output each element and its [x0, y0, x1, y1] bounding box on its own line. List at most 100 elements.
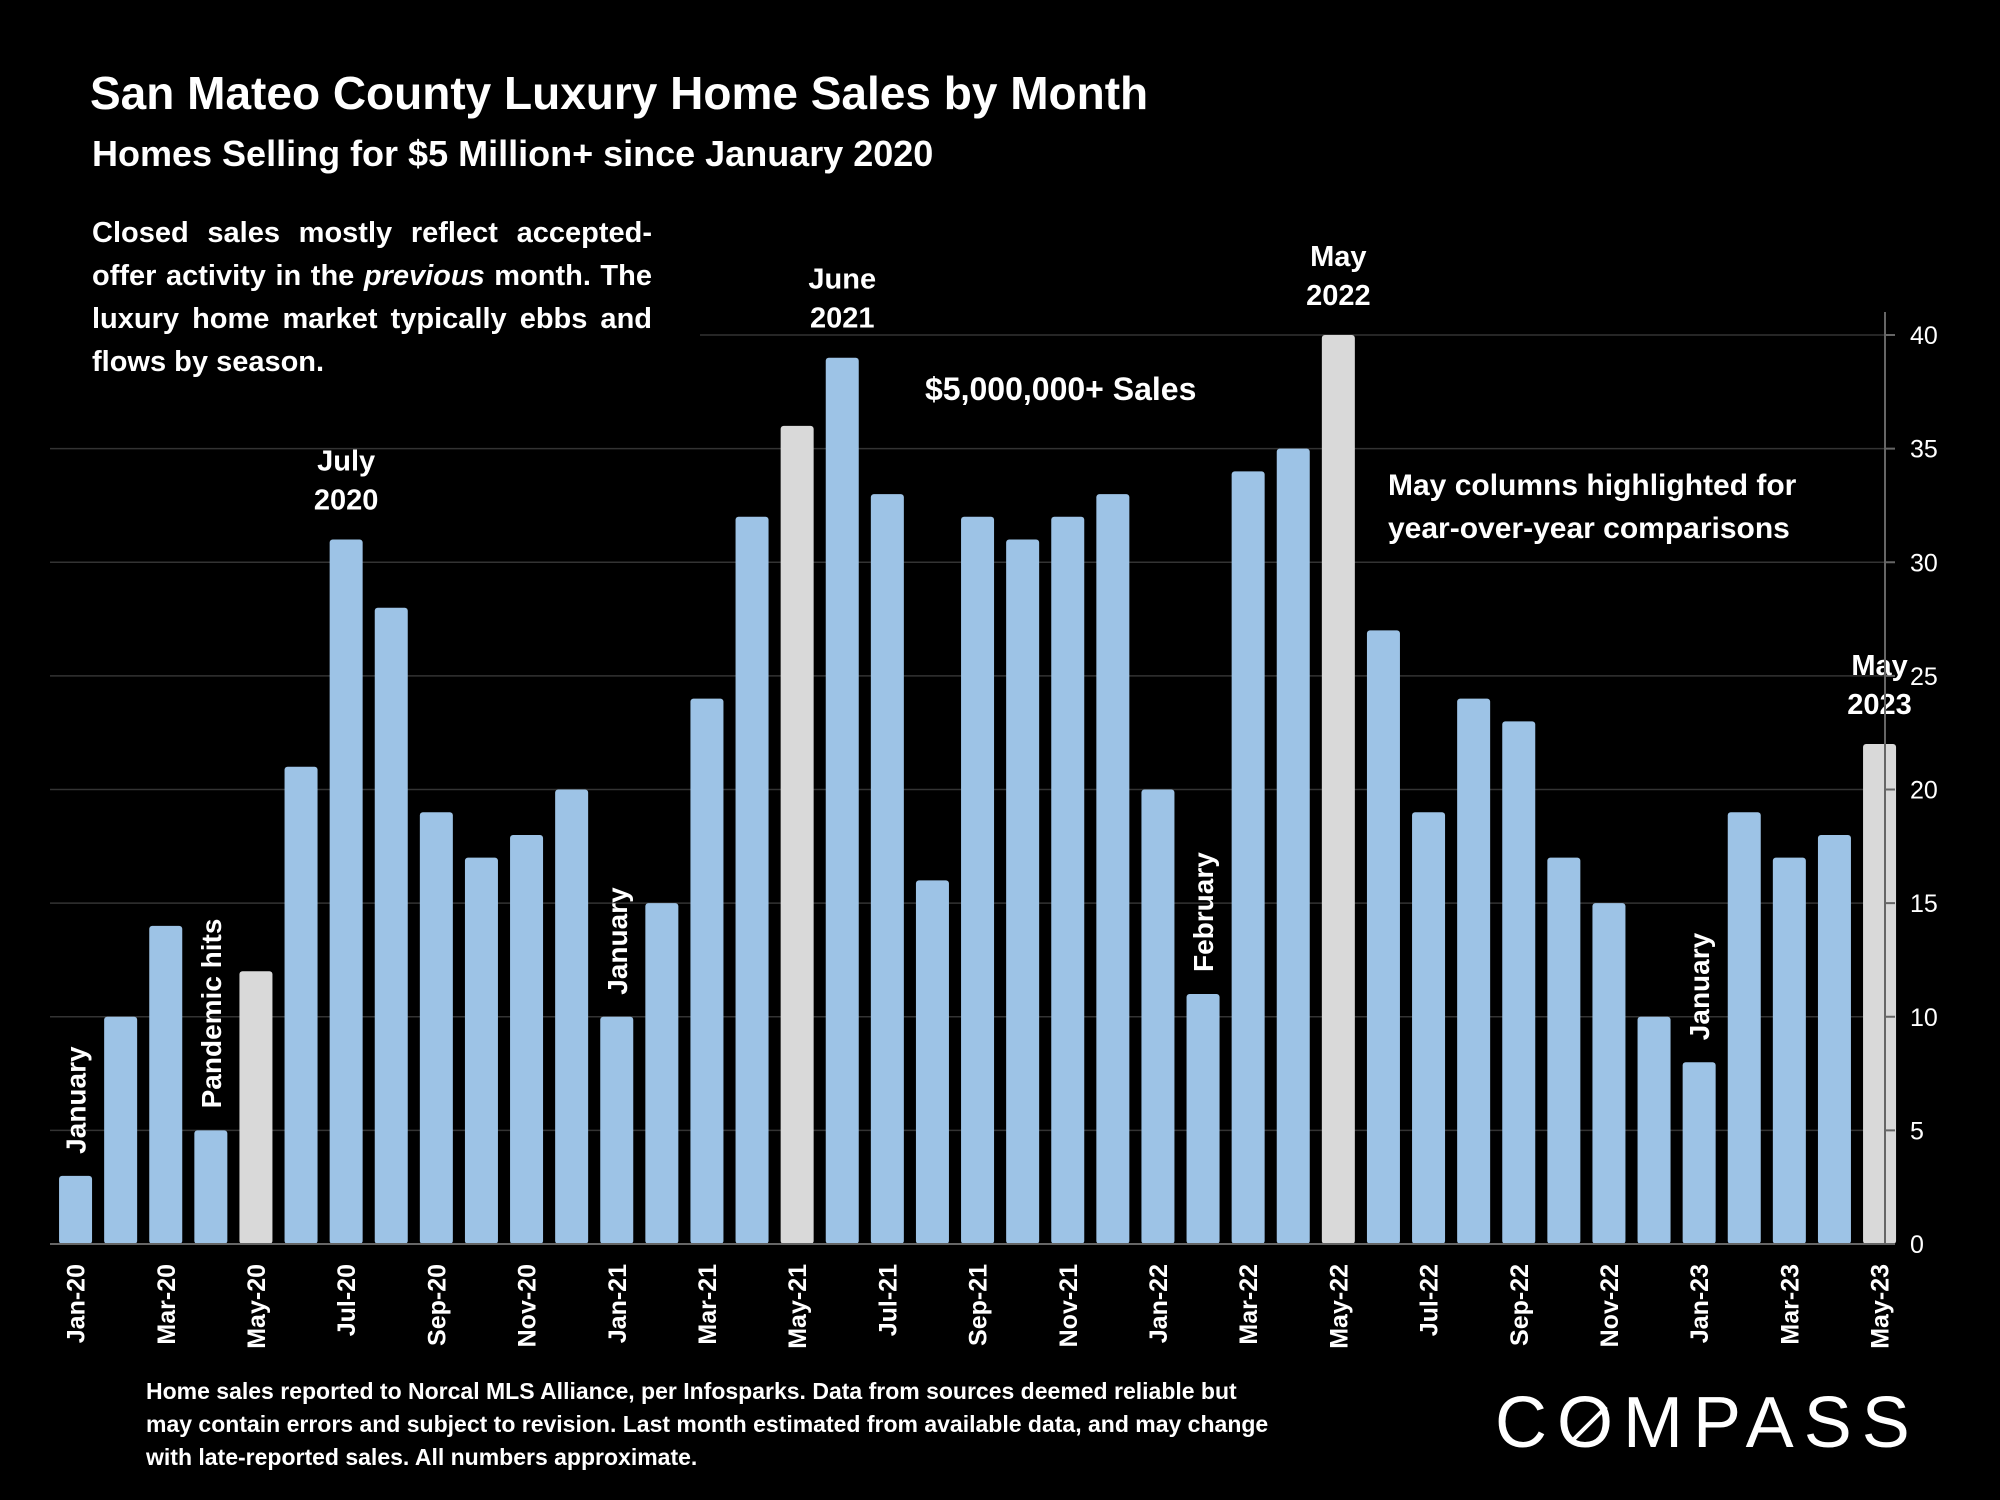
bar-oct-20	[464, 857, 498, 1244]
bar-apr-21	[735, 516, 769, 1244]
chart-subtitle: Homes Selling for $5 Million+ since Janu…	[92, 133, 934, 174]
bar-apr-23	[1817, 834, 1851, 1244]
annotation-label: Pandemic hits	[196, 919, 227, 1109]
bar-jan-20	[59, 1175, 93, 1244]
x-tick-label: Jan-23	[1686, 1264, 1714, 1343]
x-tick-label: Jul-22	[1416, 1264, 1444, 1336]
x-axis-ticks: Jan-20 Mar-20 May-20 Jul-20 Sep-20 Nov-20 Jan-…	[63, 1264, 1895, 1349]
highlight-note-line: May columns highlighted for	[1388, 469, 1797, 502]
annotation-label: 2020	[314, 485, 379, 517]
x-tick-label: May-22	[1325, 1264, 1353, 1349]
bar-apr-22	[1276, 448, 1310, 1244]
y-tick-label: 30	[1910, 549, 1938, 577]
bar-jul-21	[870, 494, 904, 1244]
y-tick-label: 15	[1910, 890, 1938, 918]
bar-may-21	[780, 425, 814, 1244]
x-tick-label: May-20	[243, 1264, 271, 1349]
note-part2: month. The luxury home market typically …	[92, 260, 652, 378]
bar-feb-22	[1186, 994, 1220, 1244]
x-tick-label: Nov-21	[1055, 1264, 1083, 1347]
x-tick-label: Mar-21	[694, 1264, 722, 1345]
annotation-label: July	[317, 446, 375, 478]
y-tick-label: 40	[1910, 322, 1938, 350]
annotation-label: June	[808, 264, 876, 296]
highlight-note: May columns highlighted for year-over-yea…	[1388, 469, 1797, 545]
bar-nov-21	[1051, 516, 1085, 1244]
x-tick-label: Jan-22	[1145, 1264, 1173, 1343]
annotation-label: May	[1851, 650, 1907, 682]
x-tick-label: Jan-21	[604, 1264, 632, 1343]
x-tick-label: Sep-22	[1506, 1264, 1534, 1346]
bar-may-23	[1863, 744, 1897, 1244]
annotation-label: January	[1684, 932, 1715, 1040]
y-tick-label: 20	[1910, 777, 1938, 805]
annotation-label: February	[1188, 852, 1219, 972]
bar-jan-23	[1682, 1062, 1716, 1244]
note-emphasis: previous	[363, 260, 485, 292]
bar-dec-21	[1096, 494, 1130, 1244]
x-tick-label: Sep-21	[965, 1264, 993, 1346]
note-background	[50, 205, 700, 395]
x-tick-label: Jan-20	[63, 1264, 91, 1343]
bar-jul-22	[1412, 812, 1446, 1244]
annotation-label: 2021	[810, 303, 875, 335]
highlight-note-line: year-over-year comparisons	[1388, 512, 1790, 545]
bar-jan-22	[1141, 789, 1175, 1244]
x-tick-label: Jul-20	[333, 1264, 361, 1336]
bar-sep-22	[1502, 721, 1536, 1244]
y-tick-label: 0	[1910, 1231, 1924, 1259]
bar-aug-21	[915, 880, 949, 1244]
annotation-label: January	[602, 887, 633, 995]
x-tick-label: May-21	[784, 1264, 812, 1349]
bar-jun-20	[284, 766, 318, 1244]
bar-dec-22	[1637, 1016, 1671, 1244]
x-tick-label: Sep-20	[423, 1264, 451, 1346]
y-tick-label: 25	[1910, 663, 1938, 691]
x-tick-label: May-23	[1867, 1264, 1895, 1349]
bar-sep-20	[419, 812, 453, 1244]
bar-aug-20	[374, 607, 408, 1244]
compass-logo: COMPASS	[1495, 1382, 1920, 1464]
x-tick-label: Mar-22	[1235, 1264, 1263, 1345]
note-part1: Closed sales mostly reflect accepted-off…	[92, 217, 652, 292]
y-axis-ticks: 0 5 10 15 20 25 30 35 40	[1885, 322, 1938, 1259]
x-tick-label: Mar-23	[1776, 1264, 1804, 1345]
bar-oct-21	[1006, 539, 1040, 1244]
bar-aug-22	[1457, 698, 1491, 1244]
annotation-label: May	[1310, 241, 1366, 273]
bars	[59, 335, 1897, 1245]
bar-oct-22	[1547, 857, 1581, 1244]
bar-mar-22	[1231, 471, 1265, 1245]
x-tick-label: Nov-22	[1596, 1264, 1624, 1347]
series-label: $5,000,000+ Sales	[925, 371, 1196, 407]
y-tick-label: 5	[1910, 1117, 1924, 1145]
logo-text-rest: MPASS	[1623, 1383, 1920, 1463]
annotation-label: 2022	[1306, 280, 1371, 312]
bar-sep-21	[961, 516, 995, 1244]
bar-jun-21	[825, 357, 859, 1245]
logo-text-c: C	[1495, 1383, 1557, 1463]
x-tick-label: Nov-20	[514, 1264, 542, 1347]
bar-nov-20	[510, 834, 544, 1244]
chart-note: Closed sales mostly reflect accepted-off…	[92, 212, 652, 384]
bar-feb-21	[645, 903, 679, 1244]
bar-apr-20	[194, 1130, 228, 1244]
x-tick-label: Jul-21	[874, 1264, 902, 1336]
chart-title: San Mateo County Luxury Home Sales by Mo…	[90, 67, 1149, 119]
bar-jun-22	[1366, 630, 1400, 1244]
bar-mar-20	[149, 925, 183, 1244]
bar-mar-23	[1772, 857, 1806, 1244]
footnote: Home sales reported to Norcal MLS Allian…	[146, 1378, 1269, 1470]
bar-dec-20	[555, 789, 589, 1244]
y-tick-label: 10	[1910, 1004, 1938, 1032]
logo-text-o: O	[1557, 1383, 1624, 1463]
bar-mar-21	[690, 698, 724, 1244]
bar-feb-20	[104, 1016, 138, 1244]
annotations: January Pandemic hits July 2020 January June 2…	[61, 241, 1912, 1154]
bar-feb-23	[1727, 812, 1761, 1244]
y-tick-label: 35	[1910, 436, 1938, 464]
annotation-label: January	[61, 1046, 92, 1154]
annotation-label: 2023	[1847, 689, 1912, 721]
x-tick-label: Mar-20	[153, 1264, 181, 1345]
